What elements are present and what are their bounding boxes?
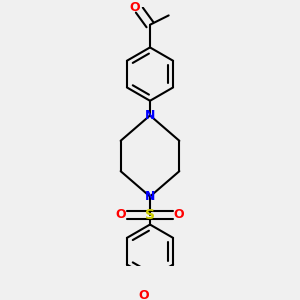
- Text: N: N: [145, 190, 155, 203]
- Text: S: S: [145, 208, 155, 222]
- Text: O: O: [174, 208, 184, 221]
- Text: N: N: [145, 109, 155, 122]
- Text: O: O: [116, 208, 126, 221]
- Text: O: O: [139, 289, 149, 300]
- Text: O: O: [129, 2, 140, 14]
